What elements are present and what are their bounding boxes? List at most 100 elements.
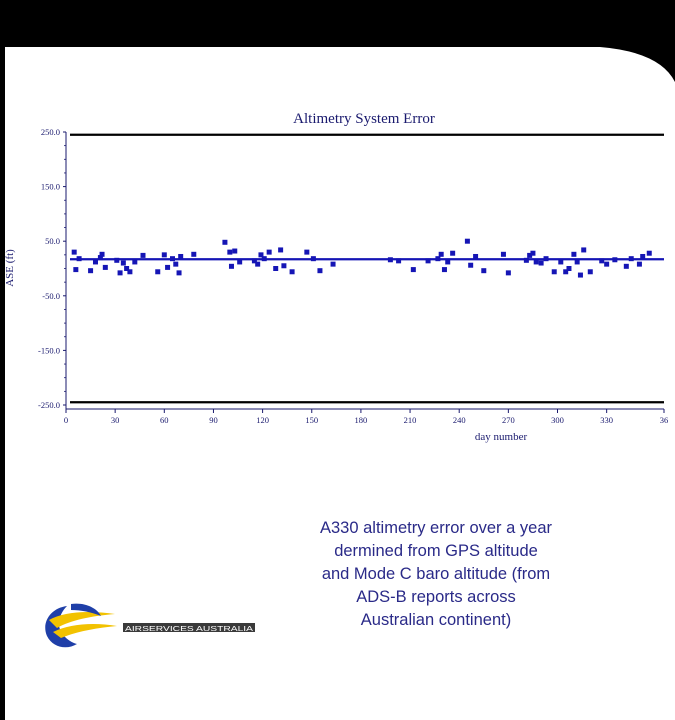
data-point xyxy=(76,256,82,262)
data-point xyxy=(445,259,451,265)
caption-line: A330 altimetry error over a year xyxy=(320,519,553,537)
data-point xyxy=(117,270,123,276)
data-point xyxy=(173,261,179,267)
data-point xyxy=(273,266,279,271)
data-point xyxy=(538,260,544,266)
x-tick-label: 0 xyxy=(64,415,68,425)
logo-wordmark: AIRSERVICES AUSTRALIA xyxy=(125,624,253,633)
x-axis: 0 30 60 90 120 150 180 210 240 270 300 330 36 xyxy=(64,408,669,425)
y-tick-label: 150.0 xyxy=(41,182,60,192)
data-point xyxy=(543,256,549,262)
data-point xyxy=(178,253,184,259)
data-point xyxy=(574,259,580,265)
data-point xyxy=(124,266,130,271)
data-point xyxy=(127,269,133,275)
chart-title: Altimetry System Error xyxy=(293,111,435,127)
data-point xyxy=(289,269,295,275)
x-tick-label: 90 xyxy=(209,415,218,425)
caption-line: and Mode C baro altitude (from xyxy=(322,565,550,583)
data-point xyxy=(317,268,323,274)
caption-line: ADS-B reports across xyxy=(356,588,516,606)
data-point xyxy=(261,256,267,262)
data-point xyxy=(425,258,431,264)
y-tick-label: -150.0 xyxy=(38,345,60,355)
x-tick-label: 36 xyxy=(660,415,669,425)
data-point xyxy=(266,249,272,255)
data-point xyxy=(577,272,583,278)
data-point xyxy=(71,249,77,255)
data-point xyxy=(628,256,634,262)
data-point xyxy=(237,259,243,265)
data-point xyxy=(281,263,287,269)
logo: AIRSERVICES AUSTRALIA xyxy=(45,603,255,648)
data-point xyxy=(278,247,284,253)
data-point xyxy=(481,268,487,274)
data-point xyxy=(169,256,175,262)
x-tick-label: 30 xyxy=(111,415,120,425)
y-tick-label: -250.0 xyxy=(38,400,60,410)
data-point xyxy=(99,251,105,257)
data-point xyxy=(646,250,652,256)
data-point xyxy=(450,250,456,256)
data-point xyxy=(191,251,197,257)
data-point xyxy=(523,257,529,263)
data-point xyxy=(612,257,618,263)
data-point xyxy=(120,260,126,266)
data-point xyxy=(571,251,577,257)
data-point xyxy=(464,238,470,244)
data-point xyxy=(161,252,167,258)
data-point xyxy=(251,258,257,264)
data-point xyxy=(114,257,120,263)
data-point xyxy=(222,239,228,245)
x-tick-label: 300 xyxy=(551,415,564,425)
data-point xyxy=(604,261,610,267)
data-point xyxy=(438,251,444,257)
slide-background xyxy=(5,47,675,720)
y-tick-label: 50.0 xyxy=(45,236,60,246)
data-point xyxy=(527,252,533,258)
data-point xyxy=(97,255,103,261)
data-point xyxy=(132,259,138,265)
data-point xyxy=(73,267,79,273)
data-point xyxy=(102,264,108,270)
data-point xyxy=(165,264,171,270)
data-point xyxy=(155,269,161,275)
limit-lines xyxy=(70,133,664,404)
y-axis-label: ASE (ft) xyxy=(4,249,16,287)
x-tick-label: 150 xyxy=(305,415,318,425)
data-point xyxy=(435,256,441,262)
data-point xyxy=(258,252,264,258)
x-tick-label: 180 xyxy=(355,415,368,425)
data-point xyxy=(140,252,146,258)
x-tick-label: 330 xyxy=(600,415,613,425)
data-point xyxy=(255,261,261,267)
data-point xyxy=(232,248,238,254)
data-point xyxy=(227,249,233,255)
x-tick-label: 120 xyxy=(256,415,269,425)
data-point xyxy=(441,267,447,273)
data-point xyxy=(551,269,557,275)
caption-line: dermined from GPS altitude xyxy=(334,542,538,560)
data-point xyxy=(387,257,393,263)
data-point xyxy=(396,258,402,264)
data-point xyxy=(500,251,506,257)
data-point xyxy=(640,253,646,259)
data-point xyxy=(636,261,642,267)
data-point xyxy=(563,269,569,275)
logo-wordmark-bar xyxy=(123,623,255,632)
globe-swoosh-logo-icon xyxy=(45,603,117,648)
data-point xyxy=(330,261,336,267)
data-point xyxy=(228,263,234,269)
caption: A330 altimetry error over a year dermined… xyxy=(320,519,553,629)
data-point xyxy=(88,268,94,274)
x-tick-label: 60 xyxy=(160,415,169,425)
x-tick-label: 210 xyxy=(404,415,417,425)
data-point xyxy=(623,263,629,269)
data-point xyxy=(581,247,587,253)
y-tick-label: 250.0 xyxy=(41,127,60,137)
caption-line: Australian continent) xyxy=(361,611,511,629)
data-point xyxy=(410,267,416,273)
